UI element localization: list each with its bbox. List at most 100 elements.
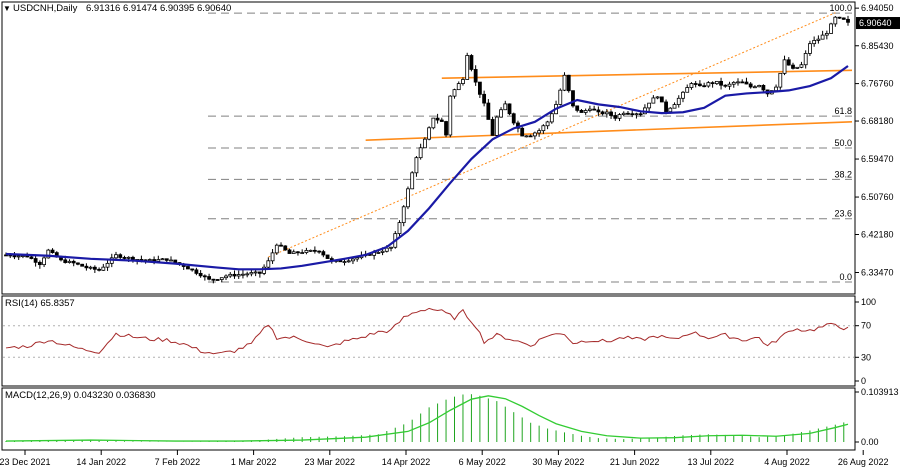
candle-body (634, 113, 639, 116)
rsi-tick-label: 0 (861, 376, 866, 386)
candle-body (672, 104, 677, 109)
candle-body (63, 259, 68, 263)
candle-body (702, 85, 707, 88)
candle-body (380, 250, 385, 253)
candle-body (389, 246, 393, 249)
candle-body (714, 80, 719, 85)
candle-body (659, 96, 664, 103)
candle-body (270, 252, 275, 262)
candle-body (528, 135, 533, 138)
candle-body (753, 86, 757, 89)
candle-body (422, 138, 427, 149)
moving-average-line (5, 65, 849, 271)
current-price-box (856, 17, 900, 30)
candle-body (727, 83, 732, 87)
candle-body (241, 273, 245, 276)
candle-body (698, 83, 702, 87)
candle-body (719, 80, 723, 86)
candle-body (207, 276, 211, 280)
candle-body (312, 249, 317, 252)
candle-body (355, 257, 360, 260)
candle-body (88, 266, 93, 269)
candle-body (97, 268, 101, 271)
candle-body (76, 262, 80, 265)
candle-body (296, 251, 300, 254)
time-tick-label: 14 Jan 2022 (76, 457, 126, 467)
candlesticks (4, 15, 850, 284)
candle-body (410, 172, 415, 190)
time-tick-label: 21 Jun 2022 (610, 457, 660, 467)
candle-body (795, 66, 800, 69)
candle-body (274, 244, 279, 254)
candle-body (613, 115, 618, 119)
candle-body (414, 157, 419, 174)
candle-body (833, 16, 838, 25)
candle-body (84, 265, 89, 269)
symbol-label: USDCNH,Daily (13, 3, 78, 14)
candle-body (452, 89, 457, 97)
candle-body (173, 259, 178, 263)
candle-body (283, 245, 288, 251)
candle-body (439, 119, 444, 122)
rsi-panel[interactable] (1, 295, 856, 387)
candle-body (786, 59, 791, 66)
candle-body (799, 64, 804, 68)
candle-body (46, 249, 51, 259)
time-tick-label: 7 Feb 2022 (155, 457, 201, 467)
candle-body (503, 103, 508, 111)
macd-panel[interactable] (1, 387, 856, 451)
macd-signal-line (5, 395, 849, 442)
candle-body (820, 34, 825, 40)
candle-body (279, 244, 283, 247)
candle-body (803, 53, 808, 66)
candle-body (190, 268, 195, 271)
candle-body (482, 93, 487, 104)
candle-body (748, 83, 753, 88)
candle-body (376, 252, 381, 254)
candle-body (494, 116, 499, 136)
candle-body (638, 113, 643, 116)
price-tick-label: 6.59470 (861, 154, 894, 164)
candle-body (384, 247, 389, 252)
candle-body (486, 102, 491, 120)
fib-level-label: 61.8 (834, 106, 852, 116)
candle-body (490, 119, 495, 136)
price-tick-label: 6.42180 (861, 229, 894, 239)
candle-body (427, 127, 432, 140)
candle-body (511, 113, 516, 124)
collapse-triangle-icon[interactable]: ▼ (3, 4, 11, 13)
time-tick-label: 26 Aug 2022 (838, 457, 889, 467)
candle-body (287, 249, 292, 254)
fib-level-label: 23.6 (834, 209, 852, 219)
fib-level-label: 0.0 (839, 272, 852, 282)
candle-body (710, 82, 715, 85)
candle-body (778, 72, 783, 88)
candle-body (676, 97, 681, 105)
candle-body (537, 130, 542, 134)
rsi-tick-label: 30 (861, 352, 871, 362)
candle-body (346, 260, 351, 263)
candle-body (562, 74, 567, 91)
candle-body (579, 109, 584, 113)
time-axis: 23 Dec 2021 14 Jan 2022 7 Feb 2022 1 Mar 20… (0, 450, 888, 467)
candle-body (266, 260, 271, 268)
rsi-tick-label: 70 (861, 321, 871, 331)
price-tick-label: 6.85430 (861, 41, 894, 51)
price-panel[interactable] (1, 1, 856, 295)
time-tick-label: 1 Mar 2022 (231, 457, 277, 467)
candle-body (592, 108, 597, 111)
candle-body (50, 249, 55, 254)
candle-body (706, 82, 711, 87)
price-tick-label: 6.50760 (861, 192, 894, 202)
candle-body (583, 110, 588, 113)
candle-body (473, 69, 478, 83)
candle-body (219, 277, 224, 280)
price-tick-label: 6.68180 (861, 116, 894, 126)
candle-body (520, 127, 525, 137)
candle-body (397, 222, 402, 235)
candle-body (401, 206, 406, 224)
candle-body (169, 259, 173, 262)
candle-body (736, 81, 740, 84)
candle-body (626, 112, 630, 115)
